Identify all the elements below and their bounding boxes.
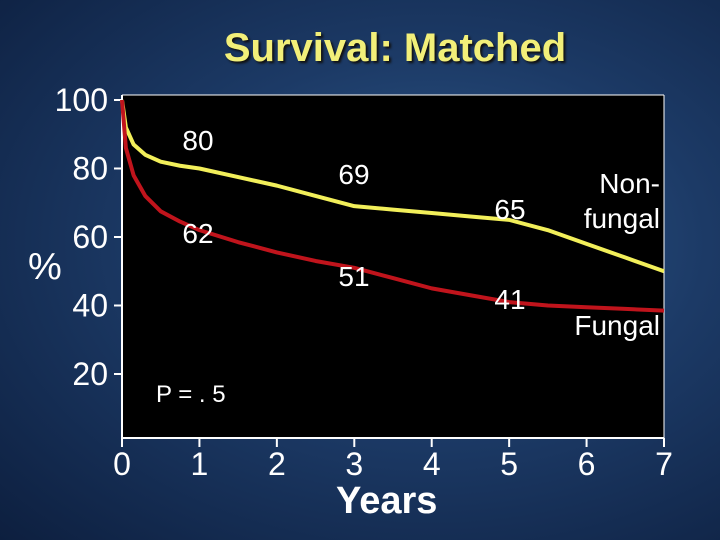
y-axis-label: % [28,246,62,288]
fungal-series-line [120,99,665,313]
x-tick-label: 0 [113,446,131,482]
data-annotation-69: 69 [338,159,369,190]
y-tick-label: 20 [72,356,108,392]
plot-area [122,95,664,438]
y-tick-label: 40 [72,288,108,324]
x-tick-label: 2 [268,446,286,482]
nonfungal-label-line1: Non- [599,168,660,199]
x-tick-label: 1 [191,446,209,482]
y-tick-label: 100 [55,82,108,118]
x-tick-label: 4 [423,446,441,482]
data-annotation-80: 80 [182,125,213,156]
y-tick-label: 80 [72,151,108,187]
x-tick-label: 3 [345,446,363,482]
chart-title: Survival: Matched [223,26,567,70]
nonfungal-series-line [120,99,665,274]
series-lines [120,99,665,313]
axes: 100 80 60 40 20 0 1 2 3 4 5 6 7 [55,82,673,482]
y-tick-label: 60 [72,219,108,255]
x-tick-label: 7 [655,446,673,482]
x-axis-label: Years [336,480,438,522]
fungal-label: Fungal [574,310,660,341]
x-tick-label: 5 [500,446,518,482]
data-annotation-41: 41 [494,284,525,315]
annotations: 80 62 69 51 65 41 Non-fungal Fungal P = . 5 [156,125,660,408]
p-value-label: P = . 5 [156,381,226,408]
x-tick-label: 6 [578,446,596,482]
data-annotation-65: 65 [494,194,525,225]
data-annotation-62: 62 [182,218,213,249]
data-annotation-51: 51 [338,261,369,292]
nonfungal-label-line2: fungal [584,203,660,234]
